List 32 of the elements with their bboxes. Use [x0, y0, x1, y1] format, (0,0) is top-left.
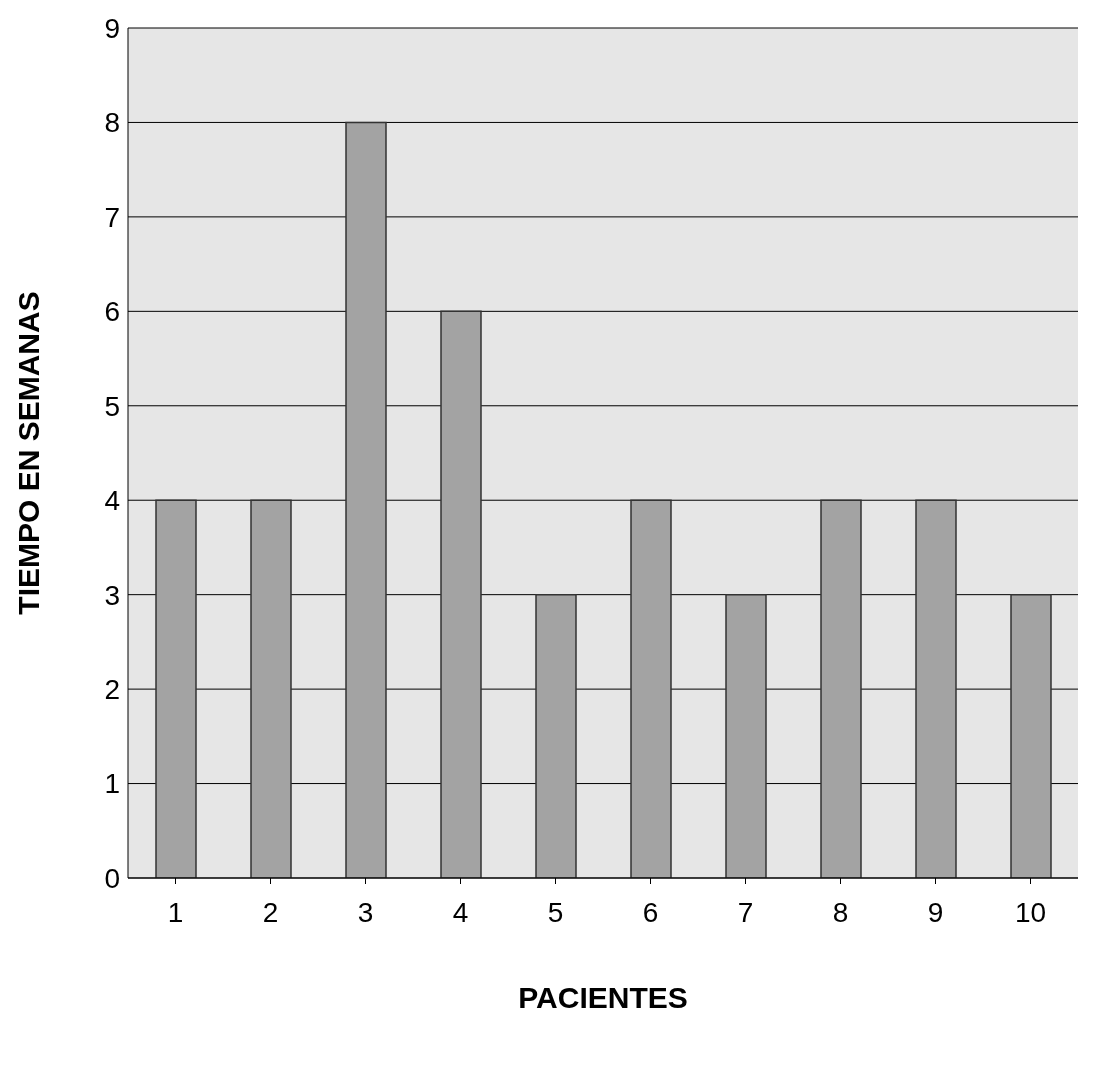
- x-tick-label: 1: [167, 896, 184, 928]
- y-tick-label: 9: [104, 12, 120, 44]
- bar: [1010, 593, 1052, 878]
- y-tick-label: 8: [104, 107, 120, 139]
- x-tick-label: 4: [452, 896, 469, 928]
- bar: [155, 499, 197, 878]
- y-tick-label: 0: [104, 862, 120, 894]
- x-tick-label: 6: [642, 896, 659, 928]
- x-tick-label: 5: [547, 896, 564, 928]
- bar: [630, 499, 672, 878]
- x-tick-label: 2: [262, 896, 279, 928]
- bar: [345, 121, 387, 878]
- x-tick-label: 3: [357, 896, 374, 928]
- bar: [250, 499, 292, 878]
- y-tick-label: 3: [104, 579, 120, 611]
- bar: [915, 499, 957, 878]
- bar: [440, 310, 482, 878]
- y-tick-label: 2: [104, 674, 120, 706]
- y-tick-label: 4: [104, 485, 120, 517]
- x-tick-label: 8: [832, 896, 849, 928]
- bar: [535, 593, 577, 878]
- y-axis-title: TIEMPO EN SEMANAS: [11, 291, 45, 615]
- y-tick-label: 6: [104, 296, 120, 328]
- x-axis-title: PACIENTES: [518, 981, 688, 1014]
- y-tick-label: 5: [104, 390, 120, 422]
- y-tick-label: 1: [104, 768, 120, 800]
- x-tick-label: 7: [737, 896, 754, 928]
- bar: [820, 499, 862, 878]
- x-tick-label: 9: [927, 896, 944, 928]
- y-tick-label: 7: [104, 201, 120, 233]
- bar: [725, 593, 767, 878]
- x-tick-label: 10: [1014, 896, 1047, 928]
